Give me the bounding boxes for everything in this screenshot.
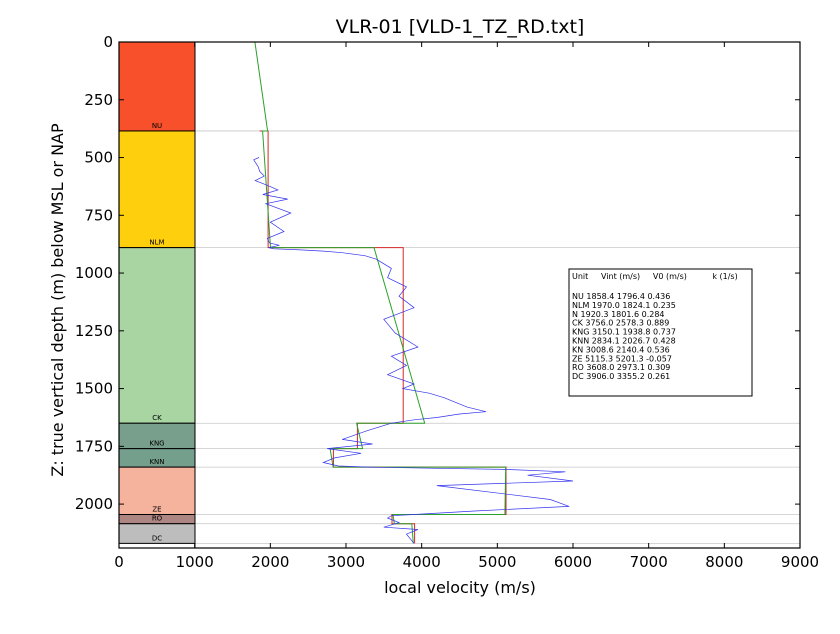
legend-row: NLM 1970.0 1824.1 0.235 <box>572 301 676 310</box>
legend-header: Unit Vint (m/s) V0 (m/s) k (1/s) <box>572 272 738 281</box>
x-tick-label: 1000 <box>176 553 214 571</box>
unit-label-ck: CK <box>152 414 162 422</box>
y-axis-label: Z: true vertical depth (m) below MSL or … <box>48 123 67 477</box>
y-tick-label: 750 <box>84 206 113 224</box>
x-tick-label: 3000 <box>327 553 365 571</box>
legend-row: KN 3008.6 2140.4 0.536 <box>572 345 670 354</box>
y-tick-label: 1500 <box>75 380 113 398</box>
legend-row: CK 3756.0 2578.3 0.889 <box>572 319 669 328</box>
plot-frame <box>118 41 801 549</box>
unit-label-knn: KNN <box>149 458 164 466</box>
y-axis-ticks: 0 250 500 750 1000 1250 1500 1750 2000 <box>75 33 800 513</box>
chart-title: VLR-01 [VLD-1_TZ_RD.txt] <box>336 16 585 38</box>
legend-row: NU 1858.4 1796.4 0.436 <box>572 292 670 301</box>
unit-label-dc: DC <box>152 534 162 542</box>
x-tick-label: 6000 <box>554 553 592 571</box>
legend-row: DC 3906.0 3355.2 0.261 <box>572 372 670 381</box>
y-tick-label: 0 <box>103 33 113 51</box>
x-tick-label: 7000 <box>630 553 668 571</box>
unit-label-ro: RO <box>152 515 163 523</box>
unit-block-nlm <box>118 130 196 249</box>
series-line-interval-velocity <box>259 130 507 544</box>
unit-label-kng: KNG <box>149 440 164 448</box>
series-line-v0-k-model <box>254 41 507 544</box>
x-tick-label: 9000 <box>781 553 819 571</box>
legend: Unit Vint (m/s) V0 (m/s) k (1/s) NU 1858… <box>568 268 753 397</box>
legend-row: RO 3608.0 2973.1 0.309 <box>572 363 670 372</box>
x-axis-ticks: 0 1000 2000 3000 4000 5000 6000 7000 8000 9000 <box>114 42 819 571</box>
series-line-measured-log <box>253 157 574 544</box>
unit-label-nu: NU <box>152 122 162 130</box>
y-tick-label: 1000 <box>75 264 113 282</box>
legend-row: N 1920.3 1801.6 0.284 <box>572 310 665 319</box>
velocity-series <box>253 41 574 544</box>
y-tick-label: 250 <box>84 91 113 109</box>
x-tick-label: 4000 <box>403 553 441 571</box>
unit-label-ze: ZE <box>152 505 161 513</box>
y-tick-label: 1250 <box>75 322 113 340</box>
legend-row: ZE 5115.3 5201.3 -0.057 <box>572 354 672 363</box>
legend-row: KNN 2834.1 2026.7 0.428 <box>572 337 676 346</box>
legend-row: KNG 3150.1 1938.8 0.737 <box>572 328 676 337</box>
stratigraphic-column: NU NLM CK KNG KNN ZE RO DC <box>118 41 196 544</box>
y-tick-label: 1750 <box>75 437 113 455</box>
x-tick-label: 2000 <box>251 553 289 571</box>
unit-block-nu <box>118 41 196 132</box>
unit-block-ck <box>118 247 196 424</box>
x-tick-label: 5000 <box>478 553 516 571</box>
y-tick-label: 500 <box>84 149 113 167</box>
x-tick-label: 8000 <box>705 553 743 571</box>
y-tick-label: 2000 <box>75 495 113 513</box>
x-axis-label: local velocity (m/s) <box>384 578 536 597</box>
unit-label-nlm: NLM <box>149 239 164 247</box>
legend-box <box>568 268 753 397</box>
x-tick-label: 0 <box>114 553 124 571</box>
unit-block-ze <box>118 466 196 515</box>
